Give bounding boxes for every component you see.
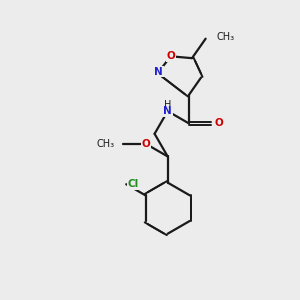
Text: N: N	[163, 106, 172, 116]
Text: O: O	[141, 139, 150, 149]
Text: CH₃: CH₃	[216, 32, 234, 42]
Text: O: O	[214, 118, 223, 128]
Text: O: O	[166, 51, 175, 61]
Text: H: H	[164, 100, 171, 110]
Text: CH₃: CH₃	[96, 139, 115, 149]
Text: Cl: Cl	[128, 179, 139, 189]
Text: N: N	[154, 67, 163, 77]
